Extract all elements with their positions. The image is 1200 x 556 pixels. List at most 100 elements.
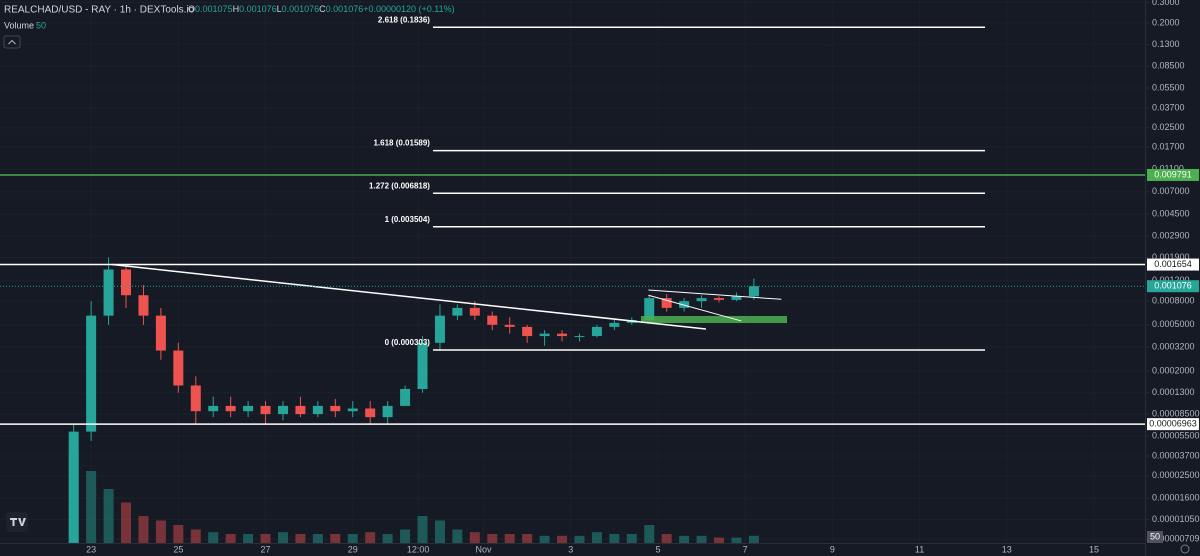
volume-bar [748,535,759,543]
settings-button[interactable] [1180,544,1190,554]
fib-label: 1 (0.003504) [385,215,431,224]
volume-bar [469,532,480,543]
price-tag-label: 0.009791 [1154,169,1192,179]
volume-bar [731,537,742,543]
volume-bar [591,532,602,543]
volume-bar [382,534,393,543]
candle-body [295,405,306,415]
ohlc-value: 0.001076 [239,4,277,14]
x-tick-label: 15 [1089,544,1099,554]
ohlc-key: C [319,4,326,14]
volume-bar [208,532,219,543]
y-tick-label: 0.0001300 [1152,387,1195,397]
y-tick-label: 0.00001050 [1152,514,1200,524]
x-tick-label: 23 [86,544,96,554]
trendline [648,294,742,322]
candle-body [591,326,602,337]
grid [0,0,1145,543]
y-tick-label: 0.001200 [1152,275,1190,285]
ohlc-value: 0.001075 [195,4,233,14]
volume-bar [330,534,341,543]
candle-body [155,315,166,351]
collapse-button[interactable] [3,35,21,49]
x-tick-label: 29 [348,544,358,554]
volume-bar [696,535,707,543]
volume-bar [661,534,672,543]
y-tick-label: 0.03700 [1152,102,1185,112]
y-tick-label: 0.000007099 [1152,534,1200,544]
candle-body [434,315,445,343]
collapse-icon [8,39,16,45]
volume-bar [347,534,358,543]
volume-bar [400,529,411,543]
volume-length: 50 [36,20,46,30]
last-price-label: 0.001076 [1154,281,1192,291]
candle-body [644,298,655,321]
x-tick-label: Nov [476,544,493,554]
volume-bar [434,520,445,543]
volume-bar [679,535,690,543]
candle-body [748,286,759,297]
candle-body [557,333,568,337]
volume-bar [103,489,114,543]
candle-body [225,405,236,412]
candle-body [487,315,498,325]
y-tick-label: 0.007000 [1152,186,1190,196]
volume-bar [243,534,254,543]
volume-bar [557,535,568,543]
y-tick-label: 0.00008500 [1152,408,1200,418]
volume-bar [539,535,550,543]
volume-bar [173,525,184,543]
trendline [111,263,707,330]
ohlc-legend: O0.001075H0.001076L0.001076C0.001076+0.0… [188,4,455,14]
volume-bar [626,534,637,543]
trendline [648,289,782,300]
candle-body [714,298,725,300]
volume-bar [312,534,323,543]
volume-bar [644,525,655,543]
price-tag-label: 0.001654 [1154,259,1192,269]
last-price-tag [1147,280,1199,293]
candle-body [121,269,132,296]
candle-body [539,333,550,337]
volume-bar [155,520,166,543]
candle-body [312,405,323,415]
y-tick-label: 0.002900 [1152,231,1190,241]
candle-body [452,307,463,316]
volume-bar [138,516,149,543]
candle-body [661,298,672,308]
price-tag [1147,258,1199,271]
candle-body [243,405,254,412]
volume-bar [487,534,498,543]
x-tick-label: 25 [173,544,183,554]
x-tick-label: 13 [1002,544,1012,554]
y-tick-label: 0.08500 [1152,60,1185,70]
candle-body [522,326,533,337]
candle-body [68,431,79,543]
drawings: 2.618 (0.1836) 1.618 (0.01589) 1.272 (0.00… [0,15,1145,425]
volume-bar [277,532,288,543]
volume-bar [574,535,585,543]
ohlc-key: H [233,4,240,14]
candle-body [679,301,690,308]
candle-body [190,385,201,412]
ohlc-value: 0.001076 [326,4,364,14]
y-tick-label: 0.02500 [1152,122,1185,132]
volume-bar [365,532,376,543]
candle-body [609,322,620,327]
legend-title: REALCHAD/USD - RAY · 1h · DEXTools.io [4,5,195,16]
candle-body [382,405,393,418]
fib-label: 1.618 (0.01589) [373,139,430,148]
volume-bar [86,471,97,543]
fib-label: 2.618 (0.1836) [378,15,430,24]
y-tick-label: 0.01100 [1152,163,1184,173]
y-tick-label: 0.3000 [1152,0,1180,7]
volume-scale-box [1147,531,1163,543]
y-tick-label: 0.0003200 [1152,342,1195,352]
volume-bar [452,529,463,543]
candle-body [417,342,428,389]
ohlc-value: 0.001076 [282,4,320,14]
x-tick-label: 11 [915,544,924,554]
x-tick-label: 3 [568,544,573,554]
y-tick-label: 0.01700 [1152,142,1185,152]
